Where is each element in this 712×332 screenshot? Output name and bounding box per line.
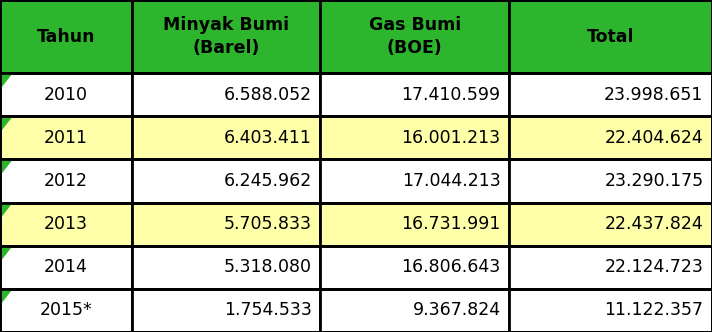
- Text: 9.367.824: 9.367.824: [412, 301, 501, 319]
- Bar: [0, 0, 132, 73]
- Polygon shape: [0, 73, 13, 89]
- Text: 17.044.213: 17.044.213: [402, 172, 501, 190]
- Polygon shape: [0, 246, 13, 262]
- Bar: [320, 203, 509, 246]
- Polygon shape: [0, 289, 13, 305]
- Bar: [320, 246, 509, 289]
- Polygon shape: [0, 203, 13, 219]
- Text: Gas Bumi
(BOE): Gas Bumi (BOE): [369, 16, 461, 57]
- Text: 2010: 2010: [44, 86, 88, 104]
- Bar: [132, 73, 320, 116]
- Text: 6.245.962: 6.245.962: [224, 172, 312, 190]
- Bar: [0, 116, 132, 159]
- Text: 17.410.599: 17.410.599: [402, 86, 501, 104]
- Text: 5.318.080: 5.318.080: [224, 258, 312, 276]
- Bar: [509, 73, 712, 116]
- Bar: [0, 289, 132, 332]
- Text: 1.754.533: 1.754.533: [224, 301, 312, 319]
- Text: Tahun: Tahun: [36, 28, 95, 45]
- Bar: [509, 0, 712, 73]
- Text: 2012: 2012: [44, 172, 88, 190]
- Bar: [0, 246, 132, 289]
- Text: 16.001.213: 16.001.213: [402, 129, 501, 147]
- Bar: [0, 73, 132, 116]
- Text: 16.806.643: 16.806.643: [402, 258, 501, 276]
- Bar: [132, 159, 320, 203]
- Text: 23.290.175: 23.290.175: [604, 172, 703, 190]
- Bar: [320, 73, 509, 116]
- Text: 11.122.357: 11.122.357: [604, 301, 703, 319]
- Text: 2014: 2014: [44, 258, 88, 276]
- Text: Total: Total: [587, 28, 634, 45]
- Text: 6.403.411: 6.403.411: [224, 129, 312, 147]
- Bar: [320, 289, 509, 332]
- Bar: [320, 0, 509, 73]
- Bar: [320, 116, 509, 159]
- Bar: [509, 203, 712, 246]
- Text: 5.705.833: 5.705.833: [224, 215, 312, 233]
- Polygon shape: [0, 159, 13, 176]
- Bar: [509, 159, 712, 203]
- Bar: [132, 116, 320, 159]
- Bar: [320, 159, 509, 203]
- Text: 23.998.651: 23.998.651: [604, 86, 703, 104]
- Bar: [509, 116, 712, 159]
- Bar: [132, 203, 320, 246]
- Text: 2015*: 2015*: [39, 301, 93, 319]
- Text: 6.588.052: 6.588.052: [224, 86, 312, 104]
- Text: Minyak Bumi
(Barel): Minyak Bumi (Barel): [163, 16, 289, 57]
- Bar: [132, 0, 320, 73]
- Bar: [509, 246, 712, 289]
- Text: 22.404.624: 22.404.624: [604, 129, 703, 147]
- Bar: [132, 246, 320, 289]
- Bar: [509, 289, 712, 332]
- Bar: [132, 289, 320, 332]
- Polygon shape: [0, 116, 13, 132]
- Text: 22.437.824: 22.437.824: [604, 215, 703, 233]
- Text: 22.124.723: 22.124.723: [604, 258, 703, 276]
- Bar: [0, 203, 132, 246]
- Text: 2013: 2013: [44, 215, 88, 233]
- Text: 16.731.991: 16.731.991: [401, 215, 501, 233]
- Text: 2011: 2011: [44, 129, 88, 147]
- Bar: [0, 159, 132, 203]
